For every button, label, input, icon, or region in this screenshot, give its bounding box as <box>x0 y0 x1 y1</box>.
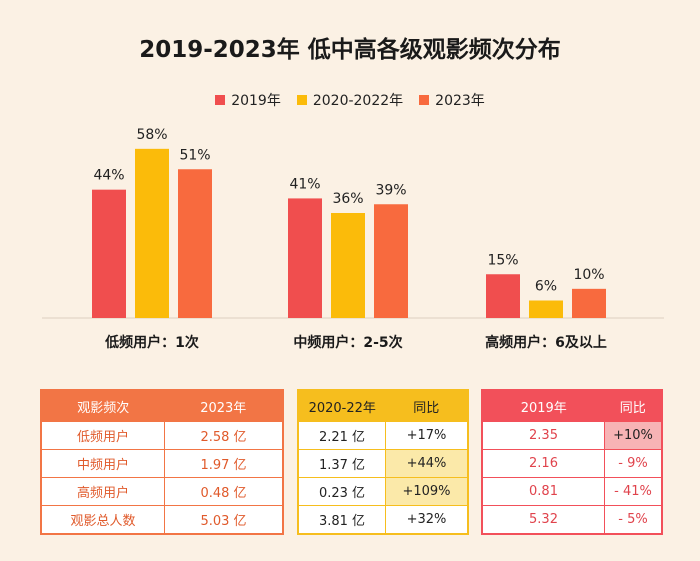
table-row: 中频用户 1.97 亿 <box>41 449 283 478</box>
table-cell: 1.97 亿 <box>164 449 283 478</box>
table-cell: - 9% <box>604 449 662 478</box>
header-cell: 2020-22年 <box>298 390 386 422</box>
table-row: 观影总人数 5.03 亿 <box>41 505 283 534</box>
header-cell: 同比 <box>604 390 662 422</box>
table-cell: 低频用户 <box>41 421 165 450</box>
data-label: 6% <box>535 279 557 295</box>
data-label: 39% <box>375 182 406 198</box>
table-header-row: 观影频次 2023年 <box>41 390 283 422</box>
table-cell: 2.21 亿 <box>298 421 386 450</box>
bar <box>288 198 322 318</box>
table-cell: 0.23 亿 <box>298 477 386 506</box>
legend-swatch <box>296 95 307 105</box>
data-label: 41% <box>289 176 320 192</box>
header-cell: 2023年 <box>164 390 283 422</box>
header-cell: 观影频次 <box>41 390 165 422</box>
table-cell: 2.58 亿 <box>164 421 283 450</box>
data-label: 44% <box>93 168 124 184</box>
table-cell: 1.37 亿 <box>298 449 386 478</box>
header-cell: 2019年 <box>482 390 605 422</box>
table-row: 5.32 - 5% <box>482 505 662 534</box>
legend-swatch <box>419 95 430 105</box>
legend-item-2020-2022: 2020-2022年 <box>296 90 404 110</box>
table-row: 2.21 亿 +17% <box>298 421 468 450</box>
data-label: 10% <box>573 267 604 283</box>
table-row: 2.35 +10% <box>482 421 662 450</box>
table-cell: 0.48 亿 <box>164 477 283 506</box>
table-cell: - 41% <box>604 477 662 506</box>
chart-title: 2019-2023年 低中高各级观影频次分布 <box>139 37 561 63</box>
table-cell: 观影总人数 <box>41 505 165 534</box>
table-row: 高频用户 0.48 亿 <box>41 477 283 506</box>
legend-item-2023: 2023年 <box>419 90 485 110</box>
category-label: 中频用户：2-5次 <box>293 334 402 351</box>
table-2020-2022: 2020-22年 同比 2.21 亿 +17% 1.37 亿 +44% 0.23… <box>297 389 469 535</box>
table-cell: 2.35 <box>482 421 605 450</box>
data-label: 51% <box>179 147 210 163</box>
category-label: 低频用户：1次 <box>104 334 199 351</box>
table-header-row: 2019年 同比 <box>482 390 662 422</box>
table-cell: 高频用户 <box>41 477 165 506</box>
category-label: 高频用户：6及以上 <box>485 334 607 351</box>
table-row: 1.37 亿 +44% <box>298 449 468 478</box>
chart-legend: 2019年 2020-2022年 2023年 <box>0 90 700 110</box>
table-row: 0.23 亿 +109% <box>298 477 468 506</box>
bar <box>178 169 212 318</box>
table-cell: 5.32 <box>482 505 605 534</box>
table-cell: +44% <box>385 449 468 478</box>
table-row: 3.81 亿 +32% <box>298 505 468 534</box>
bar <box>92 189 126 318</box>
bar <box>331 213 365 318</box>
table-cell: +10% <box>604 421 662 450</box>
legend-label: 2023年 <box>435 93 485 109</box>
header-cell: 同比 <box>385 390 468 422</box>
table-cell: 2.16 <box>482 449 605 478</box>
table-2023: 观影频次 2023年 低频用户 2.58 亿 中频用户 1.97 亿 高频用户 … <box>40 389 284 535</box>
table-cell: +109% <box>385 477 468 506</box>
bar <box>486 274 520 318</box>
legend-label: 2019年 <box>231 93 281 109</box>
legend-label: 2020-2022年 <box>312 93 404 109</box>
bar <box>135 148 169 318</box>
table-cell: 中频用户 <box>41 449 165 478</box>
data-label: 58% <box>136 127 167 143</box>
data-label: 36% <box>332 191 363 207</box>
table-row: 低频用户 2.58 亿 <box>41 421 283 450</box>
bar <box>374 204 408 318</box>
bar-chart: 44% 58% 51% 低频用户：1次 41% 36% 39% 中频用户：2-5次 15% 6% 1… <box>42 127 664 351</box>
table-row: 2.16 - 9% <box>482 449 662 478</box>
legend-item-2019: 2019年 <box>215 90 281 110</box>
table-cell: +17% <box>385 421 468 450</box>
legend-swatch <box>215 95 226 105</box>
table-cell: 0.81 <box>482 477 605 506</box>
table-cell: 3.81 亿 <box>298 505 386 534</box>
table-cell: +32% <box>385 505 468 534</box>
bar <box>529 300 563 318</box>
data-label: 15% <box>487 252 518 268</box>
table-cell: 5.03 亿 <box>164 505 283 534</box>
bar <box>572 288 606 318</box>
table-header-row: 2020-22年 同比 <box>298 390 468 422</box>
table-2019: 2019年 同比 2.35 +10% 2.16 - 9% 0.81 - 41% … <box>481 389 663 535</box>
table-cell: - 5% <box>604 505 662 534</box>
table-row: 0.81 - 41% <box>482 477 662 506</box>
